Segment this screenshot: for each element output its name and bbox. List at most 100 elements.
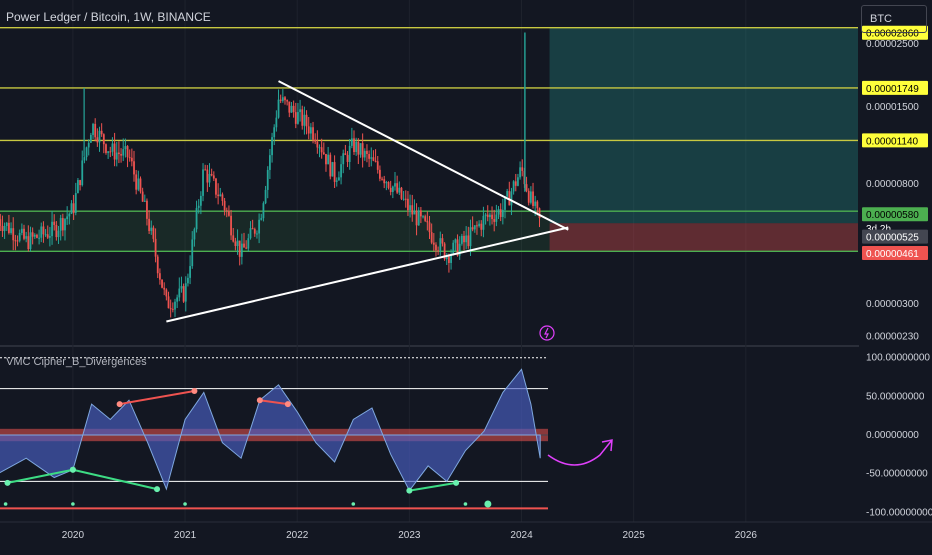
candle-body xyxy=(238,240,241,257)
candle-body xyxy=(286,100,289,102)
price-axis-tick: 0.00000300 xyxy=(866,299,919,310)
projection-target-zone xyxy=(549,27,858,224)
divergence-dot xyxy=(453,479,460,486)
divergence-line xyxy=(7,468,74,484)
divergence-dot xyxy=(154,486,161,493)
candle-body xyxy=(38,237,41,239)
candle-body xyxy=(335,180,338,182)
time-axis-tick: 2022 xyxy=(286,530,309,541)
candle-body xyxy=(430,232,433,243)
candle-body xyxy=(281,97,284,101)
candle-body xyxy=(372,157,375,161)
candle-body xyxy=(182,286,185,302)
candle-body xyxy=(46,234,49,238)
candle-body xyxy=(5,222,8,226)
candle-body xyxy=(42,226,45,235)
support-zone xyxy=(0,211,550,252)
oscillator-axis-tick: -50.00000000 xyxy=(866,469,928,480)
candle-body xyxy=(456,239,459,256)
candle-body xyxy=(57,230,60,238)
candle-body xyxy=(424,216,427,221)
candle-body xyxy=(25,236,28,239)
candle-body xyxy=(538,208,541,219)
candle-body xyxy=(8,222,10,233)
candle-body xyxy=(141,191,144,202)
candle-body xyxy=(488,214,491,218)
candle-body xyxy=(152,227,155,239)
candle-body xyxy=(417,210,420,226)
candle-body xyxy=(478,223,481,227)
candle-body xyxy=(299,109,301,113)
candle-body xyxy=(342,153,345,165)
candle-body xyxy=(476,225,478,227)
candle-body xyxy=(419,210,422,217)
candle-body xyxy=(128,157,131,159)
candle-body xyxy=(312,127,314,140)
candle-body xyxy=(12,228,15,241)
time-axis-tick: 2020 xyxy=(62,530,85,541)
candle-body xyxy=(120,154,122,156)
lightning-bolt xyxy=(544,327,549,339)
candle-body xyxy=(350,138,353,146)
candle-body xyxy=(325,154,327,165)
candle-body xyxy=(519,167,521,178)
symbol-title: Power Ledger / Bitcoin, 1W, BINANCE xyxy=(6,10,211,24)
candle-body xyxy=(87,142,90,148)
candle-body xyxy=(208,173,211,183)
candle-body xyxy=(305,114,308,127)
candle-body xyxy=(130,157,133,162)
candle-body xyxy=(271,137,273,156)
divergence-line xyxy=(72,468,158,491)
candle-body xyxy=(454,239,457,243)
candle-body xyxy=(167,296,170,309)
candle-body xyxy=(284,97,286,101)
candle-body xyxy=(243,243,245,248)
candle-body xyxy=(85,147,88,158)
candle-body xyxy=(501,209,504,217)
signal-dot xyxy=(351,502,356,506)
price-axis-tick: 0.00002500 xyxy=(866,39,919,50)
currency-button[interactable]: BTC xyxy=(861,5,927,33)
candle-body xyxy=(473,225,476,230)
candle-body xyxy=(98,130,101,143)
candle-body xyxy=(165,289,168,297)
price-label-bid-bg xyxy=(862,229,928,244)
candle-body xyxy=(422,216,424,218)
candle-body xyxy=(126,146,129,158)
candle-body xyxy=(288,101,291,113)
candle-body xyxy=(467,235,470,247)
candle-body xyxy=(247,238,250,249)
candle-body xyxy=(376,161,379,170)
candles-group xyxy=(0,89,541,318)
candle-body xyxy=(482,215,485,230)
price-label-level-bg xyxy=(862,80,928,95)
candle-body xyxy=(146,200,148,219)
candle-body xyxy=(253,229,256,234)
price-label-low-bg xyxy=(862,245,928,260)
candle-body xyxy=(428,222,431,233)
candle-body xyxy=(0,219,2,226)
candle-body xyxy=(512,181,515,192)
candle-body xyxy=(463,235,465,243)
candle-body xyxy=(59,218,62,231)
candle-body xyxy=(215,178,217,195)
candle-body xyxy=(249,228,252,239)
candle-body xyxy=(514,181,517,186)
candle-body xyxy=(10,228,12,233)
candle-body xyxy=(124,146,127,150)
signal-dot xyxy=(3,502,8,506)
candle-body xyxy=(318,147,321,149)
candle-body xyxy=(521,167,524,171)
wave-area xyxy=(0,368,541,492)
candle-body xyxy=(497,209,500,215)
trendline xyxy=(278,80,569,231)
candle-body xyxy=(525,184,528,191)
candle-body xyxy=(273,127,276,138)
candle-body xyxy=(33,234,36,237)
candle-body xyxy=(232,235,235,242)
candle-body xyxy=(370,157,373,159)
candle-body xyxy=(55,224,58,238)
candle-body xyxy=(48,236,51,238)
